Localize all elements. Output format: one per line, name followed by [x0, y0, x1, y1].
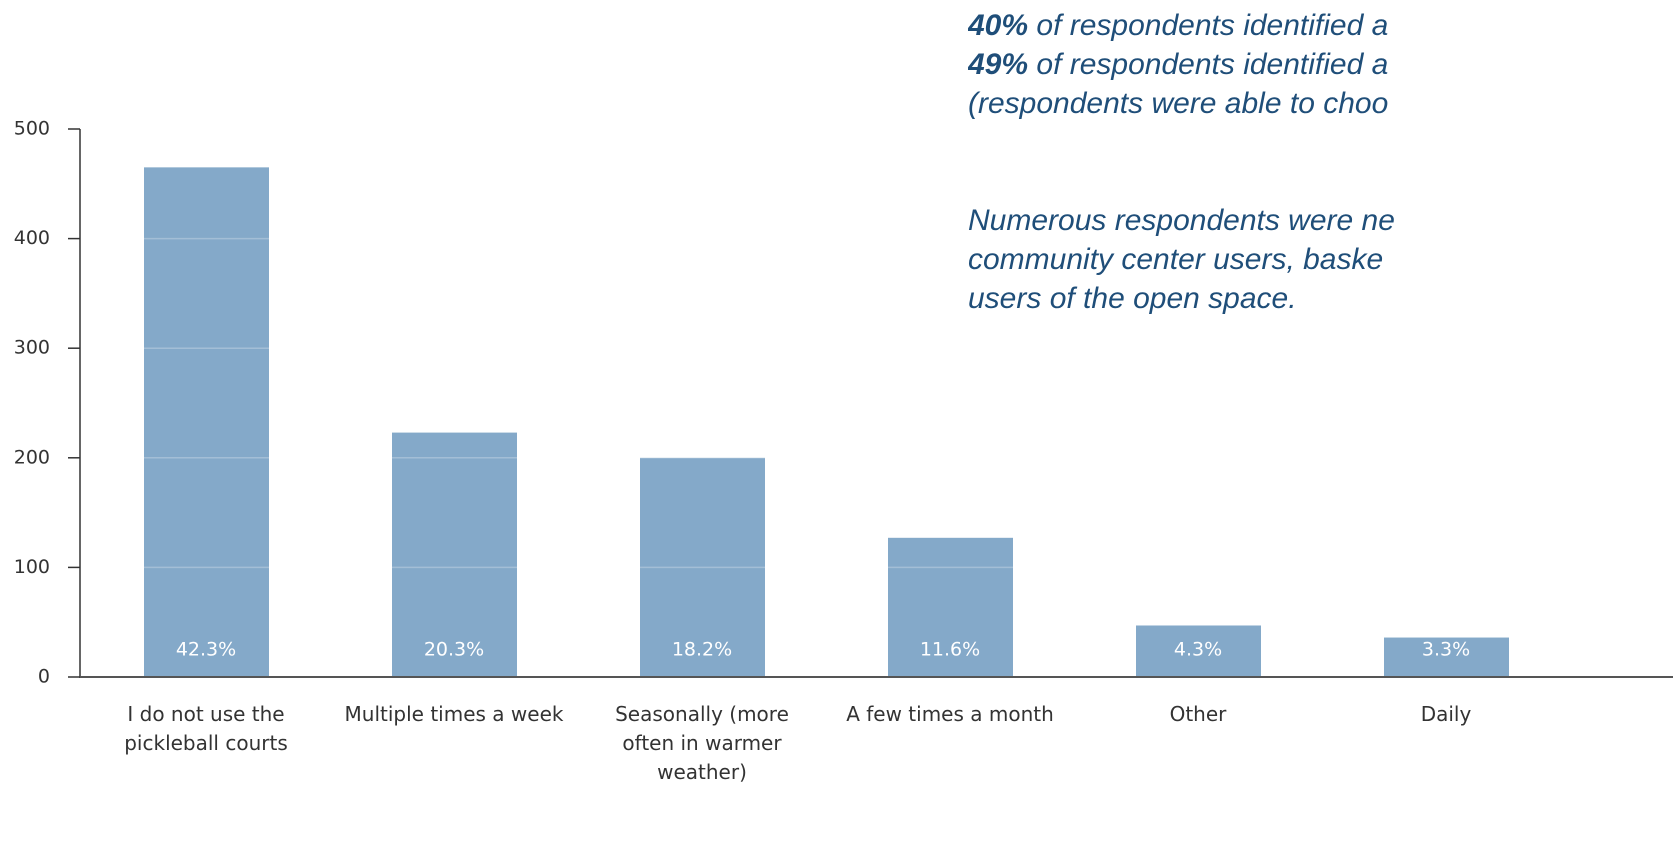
note-highlight: 40% — [968, 9, 1029, 42]
x-tick-label: Multiple times a week — [344, 702, 564, 726]
x-tick-label: Daily — [1420, 702, 1472, 726]
bar — [888, 537, 1013, 677]
x-tick-label: I do not use the pickleball courts — [124, 702, 288, 755]
note-highlight: 49% — [968, 48, 1029, 81]
value-label: 4.3% — [1174, 639, 1222, 661]
note-line: (respondents were able to choo — [968, 84, 1673, 123]
x-tick-label: Seasonally (more often in warmer weather… — [615, 702, 789, 784]
value-label: 11.6% — [920, 639, 980, 661]
x-tick-label: A few times a month — [846, 702, 1054, 726]
bar — [1136, 625, 1261, 677]
y-tick-label: 300 — [14, 337, 50, 359]
note-text: (respondents were able to choo — [968, 87, 1389, 120]
grid-overlay — [80, 128, 1673, 569]
grid — [80, 128, 1673, 568]
bar — [392, 432, 517, 677]
note-line: 40% of respondents identified a — [968, 6, 1673, 45]
y-tick-label: 500 — [14, 118, 50, 140]
y-tick-label: 100 — [14, 556, 50, 578]
value-label: 3.3% — [1422, 639, 1470, 661]
bars — [144, 167, 1509, 678]
y-tick-label: 0 — [38, 666, 50, 688]
note-line: 49% of respondents identified a — [968, 45, 1673, 84]
x-tick-label: Other — [1169, 702, 1227, 726]
bar — [1384, 637, 1509, 677]
bar — [144, 167, 269, 678]
value-label: 20.3% — [424, 639, 484, 661]
note-line: community center users, baske — [968, 243, 1384, 276]
y-tick-label: 400 — [14, 227, 50, 249]
y-tick-label: 200 — [14, 446, 50, 468]
note-text: of respondents identified a — [1028, 9, 1389, 42]
notes: 40% of respondents identified a 49% of re… — [968, 6, 1673, 318]
note-line: users of the open space. — [968, 282, 1297, 315]
spacer — [968, 123, 1673, 201]
note-text: of respondents identified a — [1028, 48, 1389, 81]
bar — [640, 457, 765, 677]
note-line: Numerous respondents were ne — [968, 204, 1395, 237]
value-label: 42.3% — [176, 639, 236, 661]
value-label: 18.2% — [672, 639, 732, 661]
